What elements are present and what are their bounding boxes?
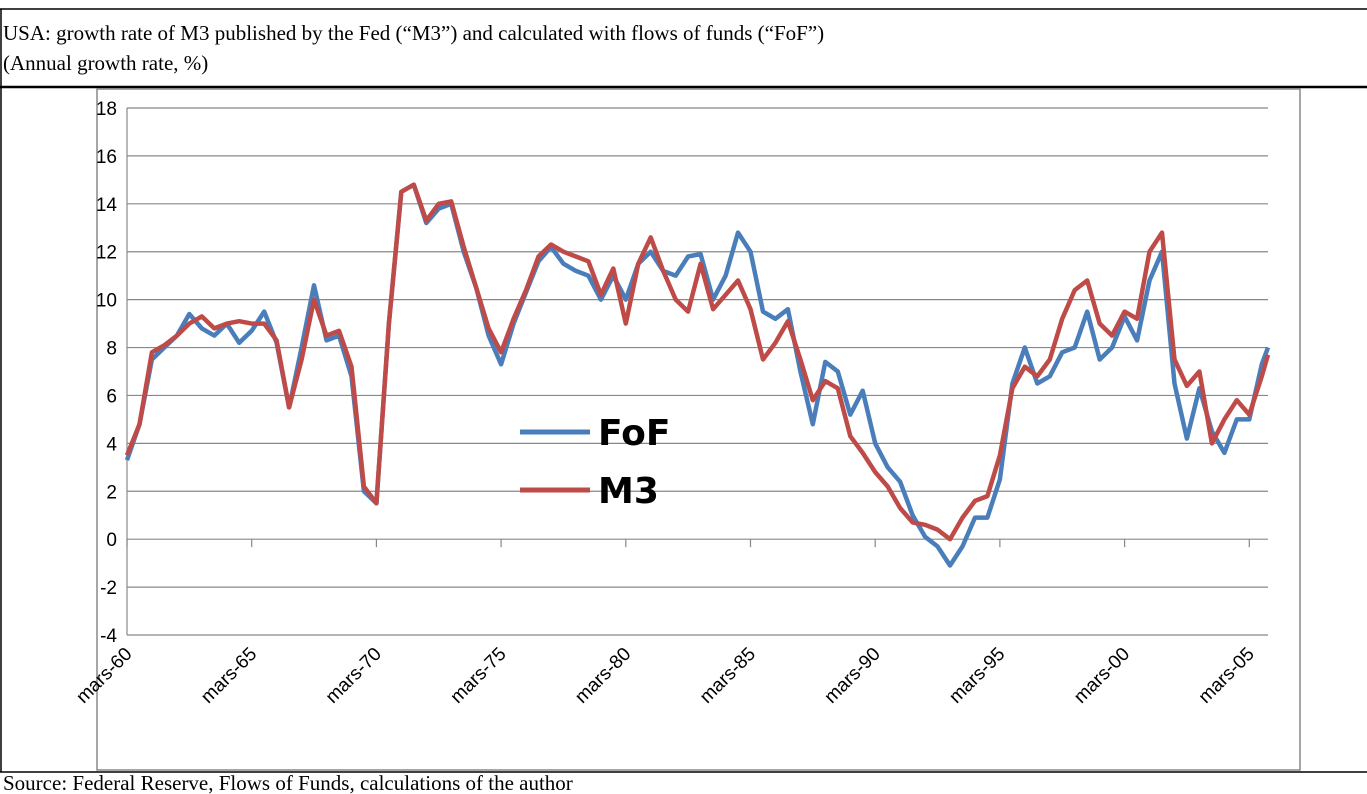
y-tick-label: -2 [100, 578, 117, 599]
chart-frame [96, 88, 1301, 771]
y-tick-label: 6 [106, 386, 117, 407]
y-tick-label: 14 [96, 195, 118, 216]
x-tick-label: mars-95 [945, 644, 1009, 708]
y-tick-label: 8 [106, 339, 117, 360]
x-tick-label: mars-65 [197, 644, 261, 708]
x-tick-label: mars-70 [322, 644, 386, 708]
legend-label: FoF [598, 413, 670, 454]
y-tick-label: 18 [96, 99, 117, 120]
y-tick-label: -4 [100, 626, 117, 647]
y-tick-label: 12 [96, 243, 117, 264]
legend-label: M3 [598, 471, 659, 512]
x-tick-label: mars-00 [1070, 644, 1134, 708]
y-tick-label: 0 [106, 530, 117, 551]
y-tick-label: 10 [96, 291, 117, 312]
y-tick-label: 16 [96, 147, 117, 168]
x-tick-label: mars-60 [72, 644, 136, 708]
plot: -4 -2 0 2 4 6 8 10 12 14 16 18 mars-60 mars-65 mars-70… [72, 99, 1271, 708]
x-tick-label: mars-90 [821, 644, 885, 708]
series-line [124, 182, 1271, 542]
source-note: Source: Federal Reserve, Flows of Funds,… [3, 771, 573, 794]
x-tick-label: mars-75 [447, 644, 511, 708]
chart-title: USA: growth rate of M3 published by the … [3, 21, 824, 45]
series-line [124, 182, 1271, 568]
y-tick-label: 4 [106, 434, 117, 455]
x-tick-label: mars-80 [571, 644, 635, 708]
y-tick-label: 2 [106, 482, 117, 503]
x-tick-label: mars-85 [696, 644, 760, 708]
chart-subtitle: (Annual growth rate, %) [3, 51, 208, 75]
x-tick-label: mars-05 [1195, 644, 1259, 708]
